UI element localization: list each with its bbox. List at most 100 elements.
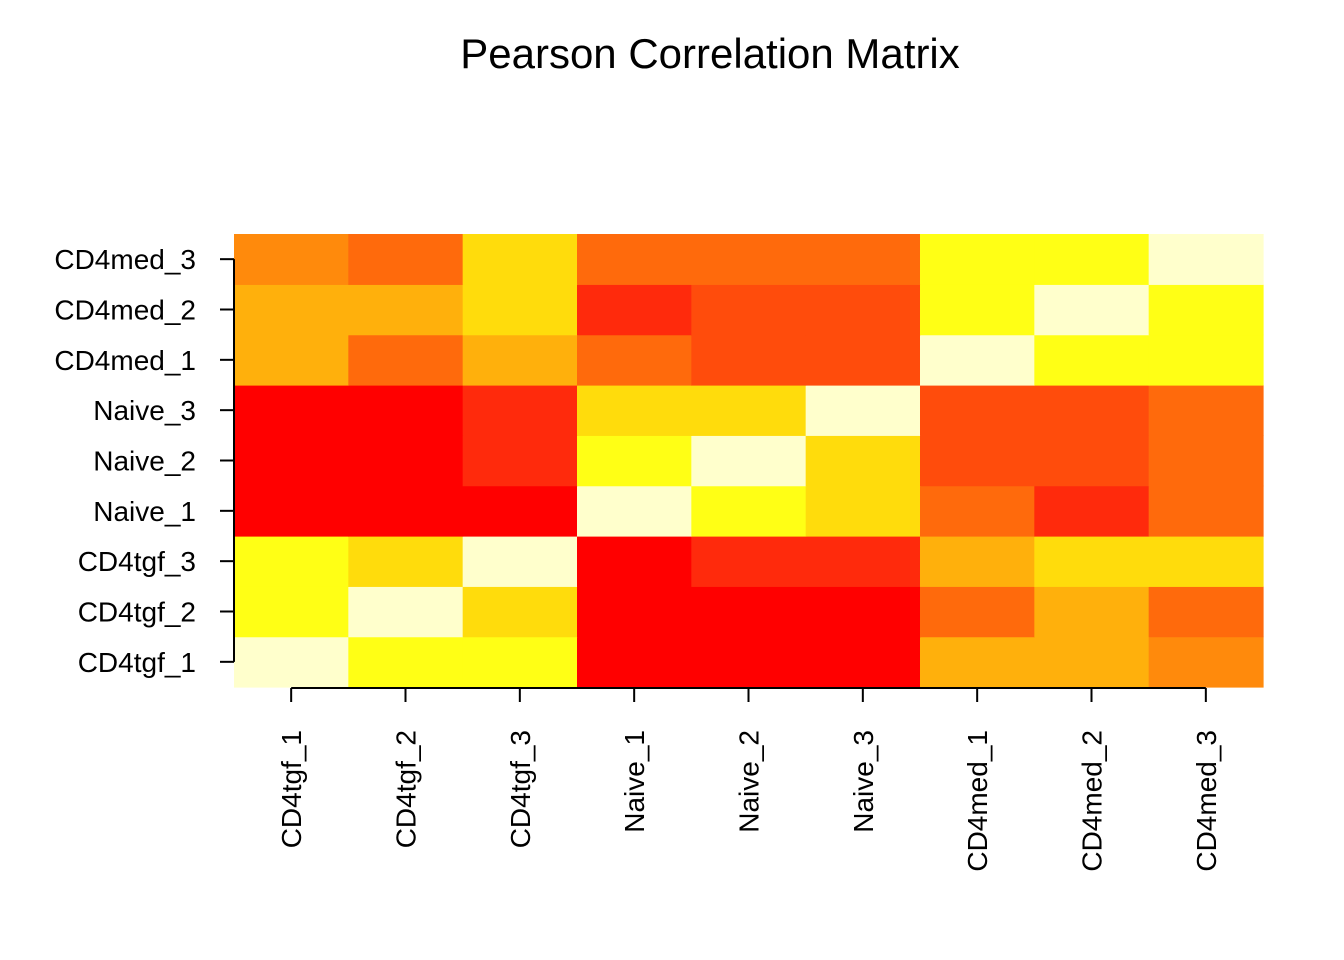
heatmap-cell bbox=[462, 284, 578, 336]
heatmap-cell bbox=[1148, 536, 1264, 587]
heatmap-cell bbox=[1034, 284, 1150, 336]
heatmap-cell bbox=[348, 636, 464, 688]
x-tick-label: CD4tgf_3 bbox=[505, 730, 536, 848]
heatmap-cell bbox=[348, 536, 464, 587]
heatmap-cell bbox=[920, 385, 1035, 436]
y-tick-label: Naive_2 bbox=[93, 446, 196, 477]
heatmap-cell bbox=[805, 636, 921, 688]
heatmap-cell bbox=[462, 234, 578, 285]
heatmap-cell bbox=[577, 234, 692, 285]
y-tick-label: CD4tgf_3 bbox=[78, 546, 196, 577]
heatmap-cell bbox=[1034, 586, 1150, 638]
heatmap-cell bbox=[462, 485, 578, 537]
heatmap-cell bbox=[920, 485, 1035, 537]
heatmap-cell bbox=[234, 435, 349, 487]
heatmap-cell bbox=[691, 536, 807, 587]
heatmap-cell bbox=[920, 536, 1035, 587]
y-tick-label: Naive_1 bbox=[93, 496, 196, 527]
heatmap-cells bbox=[234, 234, 1264, 688]
heatmap-cell bbox=[577, 636, 692, 688]
heatmap-cell bbox=[920, 435, 1035, 487]
x-tick-label: CD4med_1 bbox=[962, 730, 993, 872]
heatmap-cell bbox=[577, 385, 692, 436]
heatmap-cell bbox=[348, 485, 464, 537]
heatmap-cell bbox=[577, 586, 692, 638]
heatmap-cell bbox=[577, 435, 692, 487]
heatmap-cell bbox=[462, 385, 578, 436]
heatmap-cell bbox=[691, 385, 807, 436]
heatmap-cell bbox=[1034, 485, 1150, 537]
heatmap-cell bbox=[920, 586, 1035, 638]
heatmap-cell bbox=[462, 586, 578, 638]
heatmap-cell bbox=[805, 334, 921, 386]
heatmap-cell bbox=[805, 586, 921, 638]
heatmap-cell bbox=[577, 485, 692, 537]
heatmap-cell bbox=[1148, 284, 1264, 336]
heatmap-cell bbox=[805, 385, 921, 436]
x-tick-label: CD4med_2 bbox=[1077, 730, 1108, 872]
heatmap-cell bbox=[577, 536, 692, 587]
heatmap-cell bbox=[1148, 636, 1264, 688]
heatmap-cell bbox=[234, 284, 349, 336]
heatmap-cell bbox=[691, 636, 807, 688]
y-tick-label: CD4tgf_1 bbox=[78, 647, 196, 678]
y-tick-label: CD4med_1 bbox=[54, 345, 196, 376]
heatmap-cell bbox=[577, 334, 692, 386]
x-tick-label: CD4med_3 bbox=[1191, 730, 1222, 872]
heatmap-cell bbox=[691, 435, 807, 487]
heatmap-cell bbox=[462, 636, 578, 688]
heatmap-cell bbox=[348, 385, 464, 436]
heatmap-cell bbox=[920, 334, 1035, 386]
heatmap-cell bbox=[1034, 385, 1150, 436]
heatmap-cell bbox=[1034, 636, 1150, 688]
heatmap-cell bbox=[1148, 334, 1264, 386]
heatmap-cell bbox=[234, 485, 349, 537]
heatmap-cell bbox=[805, 234, 921, 285]
y-tick-label: CD4med_3 bbox=[54, 244, 196, 275]
x-tick-label: CD4tgf_2 bbox=[391, 730, 422, 848]
heatmap-cell bbox=[234, 334, 349, 386]
heatmap-cell bbox=[1148, 385, 1264, 436]
heatmap-cell bbox=[462, 435, 578, 487]
heatmap-cell bbox=[348, 334, 464, 386]
y-axis: CD4tgf_1 CD4tgf_2 CD4tgf_3 Naive_1 Naive_2 Na… bbox=[54, 244, 235, 678]
heatmap-cell bbox=[348, 435, 464, 487]
heatmap-cell bbox=[920, 234, 1035, 285]
x-axis: CD4tgf_1 CD4tgf_2 CD4tgf_3 Naive_1 Naive_2 Na… bbox=[276, 687, 1222, 872]
heatmap-cell bbox=[462, 536, 578, 587]
y-tick-label: CD4tgf_2 bbox=[78, 597, 196, 628]
heatmap-cell bbox=[234, 536, 349, 587]
heatmap-cell bbox=[234, 234, 349, 285]
heatmap-cell bbox=[691, 334, 807, 386]
heatmap-cell bbox=[920, 636, 1035, 688]
x-tick-label: Naive_1 bbox=[619, 730, 650, 833]
heatmap-cell bbox=[348, 586, 464, 638]
heatmap-cell bbox=[577, 284, 692, 336]
heatmap-cell bbox=[920, 284, 1035, 336]
heatmap-cell bbox=[348, 284, 464, 336]
heatmap-cell bbox=[805, 284, 921, 336]
heatmap-cell bbox=[805, 435, 921, 487]
x-tick-label: CD4tgf_1 bbox=[276, 730, 307, 848]
heatmap-cell bbox=[1148, 234, 1264, 285]
heatmap-cell bbox=[1034, 334, 1150, 386]
heatmap-cell bbox=[1148, 485, 1264, 537]
heatmap-cell bbox=[1034, 234, 1150, 285]
heatmap-cell bbox=[691, 234, 807, 285]
heatmap-cell bbox=[1148, 435, 1264, 487]
heatmap-cell bbox=[234, 586, 349, 638]
heatmap-cell bbox=[462, 334, 578, 386]
heatmap-cell bbox=[234, 636, 349, 688]
y-tick-label: CD4med_2 bbox=[54, 295, 196, 326]
heatmap-cell bbox=[691, 284, 807, 336]
heatmap-cell bbox=[805, 536, 921, 587]
heatmap-cell bbox=[234, 385, 349, 436]
heatmap-cell bbox=[1034, 435, 1150, 487]
x-tick-label: Naive_2 bbox=[734, 730, 765, 833]
y-tick-label: Naive_3 bbox=[93, 395, 196, 426]
heatmap-cell bbox=[691, 586, 807, 638]
x-tick-label: Naive_3 bbox=[848, 730, 879, 833]
heatmap-cell bbox=[348, 234, 464, 285]
heatmap-cell bbox=[1034, 536, 1150, 587]
